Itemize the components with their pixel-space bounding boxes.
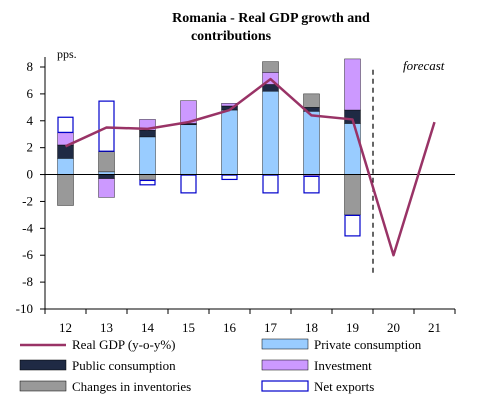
legend-swatch-private-consumption xyxy=(261,338,309,350)
bar-changes-in-inventories xyxy=(344,174,361,216)
x-tick-label: 20 xyxy=(387,320,400,335)
y-tick-label: -8 xyxy=(22,274,33,289)
bar-changes-in-inventories xyxy=(57,174,74,206)
y-axis-unit-label: pps. xyxy=(57,47,77,61)
x-tick-label: 13 xyxy=(100,320,113,335)
y-axis-tick-labels: 8 6 4 2 0 -2 -4 -6 -8 -10 xyxy=(16,59,34,316)
y-tick-label: 0 xyxy=(27,167,34,182)
y-tick-label: 2 xyxy=(27,140,34,155)
x-tick-label: 17 xyxy=(264,320,278,335)
x-tick-label: 16 xyxy=(223,320,237,335)
bar-net-exports xyxy=(262,174,279,194)
legend-swatch-changes-in-inventories xyxy=(19,380,67,392)
x-tick-label: 21 xyxy=(428,320,441,335)
bar-investment xyxy=(139,119,156,131)
bar-private-consumption xyxy=(139,136,156,175)
y-tick-label: -2 xyxy=(22,193,33,208)
bar-changes-in-inventories xyxy=(139,174,156,181)
legend-label-private-consumption: Private consumption xyxy=(314,337,422,352)
bar-investment xyxy=(344,58,361,111)
y-tick-label: 6 xyxy=(27,86,34,101)
y-tick-label: -4 xyxy=(22,220,33,235)
legend-label-changes-in-inventories: Changes in inventories xyxy=(72,379,191,394)
bar-changes-in-inventories xyxy=(262,61,279,73)
x-tick-label: 19 xyxy=(346,320,359,335)
bar-public-consumption xyxy=(139,129,156,138)
bar-series xyxy=(57,58,361,237)
legend-swatch-investment xyxy=(261,359,309,371)
x-tick-label: 18 xyxy=(305,320,318,335)
legend-label-public-consumption: Public consumption xyxy=(72,358,176,373)
legend-label-investment: Investment xyxy=(314,358,372,373)
bar-public-consumption xyxy=(98,174,115,179)
gdp-line-series xyxy=(64,77,436,257)
forecast-label: forecast xyxy=(403,58,445,73)
y-tick-label: -6 xyxy=(22,247,33,262)
bar-net-exports xyxy=(344,214,361,237)
y-tick-label: -10 xyxy=(16,301,33,316)
bar-net-exports xyxy=(57,116,74,133)
legend-label-real-gdp-y-o-y: Real GDP (y-o-y%) xyxy=(72,337,176,352)
chart-title-line1: Romania - Real GDP growth and xyxy=(172,11,370,26)
x-tick-label: 12 xyxy=(59,320,72,335)
x-tick-label: 15 xyxy=(182,320,195,335)
x-axis-tick-labels: 12 13 14 15 16 17 18 19 20 21 xyxy=(59,320,441,335)
legend-swatch-net-exports xyxy=(261,380,309,392)
bar-net-exports xyxy=(98,100,115,152)
bar-net-exports xyxy=(221,174,238,181)
y-tick-label: 8 xyxy=(27,59,34,74)
bar-public-consumption xyxy=(57,144,74,159)
bar-private-consumption xyxy=(180,124,197,175)
bar-private-consumption xyxy=(262,90,279,175)
bar-net-exports xyxy=(303,175,320,194)
gdp-line xyxy=(64,77,436,257)
bar-investment xyxy=(180,100,197,124)
bar-private-consumption xyxy=(221,109,238,175)
bar-net-exports xyxy=(139,179,156,186)
chart-axes xyxy=(40,57,456,314)
bar-net-exports xyxy=(180,174,197,194)
bar-investment xyxy=(98,178,115,198)
bar-changes-in-inventories xyxy=(98,151,115,173)
bar-private-consumption xyxy=(57,158,74,175)
chart-legend: Real GDP (y-o-y%) Private consumption Publ… xyxy=(19,337,422,394)
x-tick-label: 14 xyxy=(141,320,155,335)
bar-changes-in-inventories xyxy=(303,93,320,108)
chart-title-line2: contributions xyxy=(191,29,272,44)
bar-private-consumption xyxy=(303,111,320,175)
legend-label-net-exports: Net exports xyxy=(314,379,374,394)
legend-swatch-public-consumption xyxy=(19,359,67,371)
bar-private-consumption xyxy=(344,123,361,175)
y-tick-label: 4 xyxy=(27,113,34,128)
